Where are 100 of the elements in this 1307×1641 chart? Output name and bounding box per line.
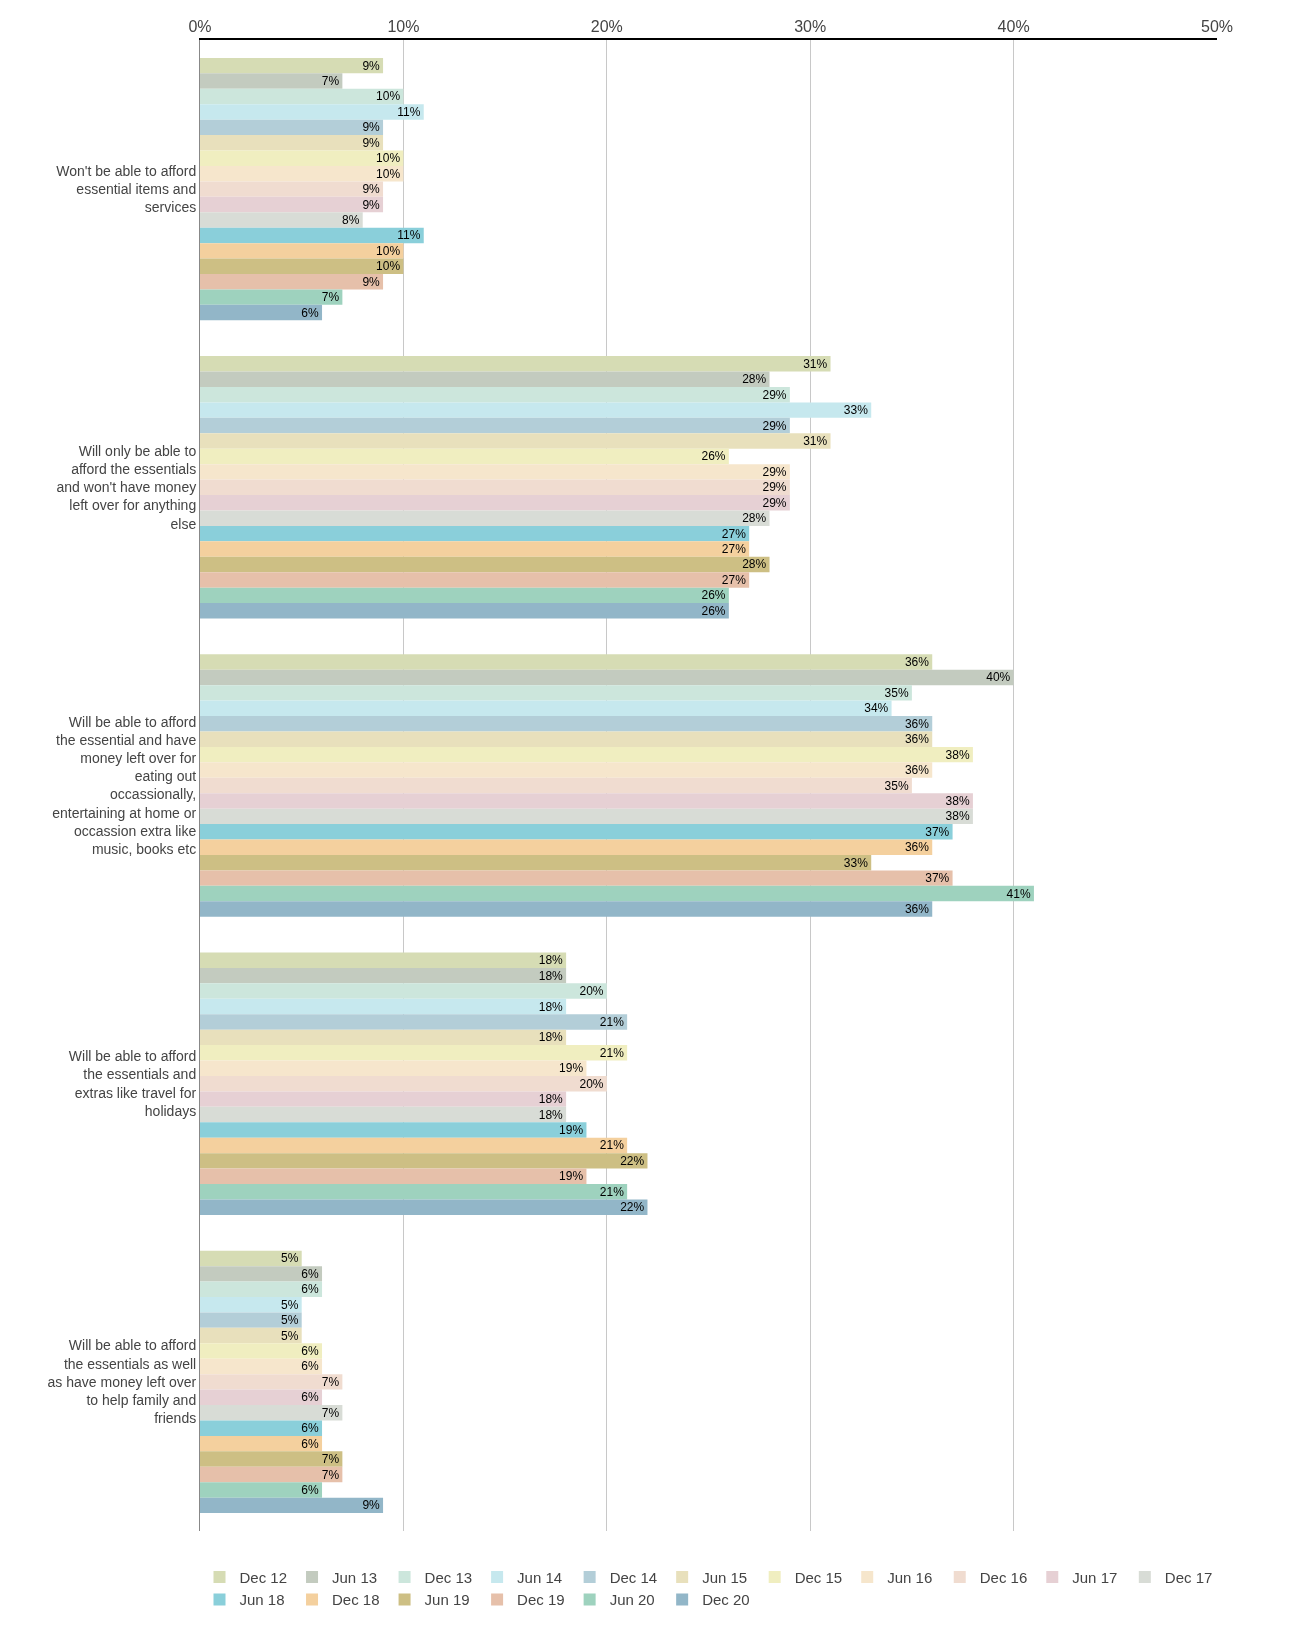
data-label: 6%	[301, 1359, 320, 1374]
data-label: 36%	[904, 763, 930, 778]
bar	[200, 1405, 343, 1421]
data-label: 21%	[599, 1184, 625, 1199]
data-label: 33%	[843, 855, 869, 870]
bar	[200, 402, 872, 418]
legend-label: Jun 19	[424, 1591, 470, 1609]
data-label: 36%	[904, 716, 930, 731]
bar	[200, 1482, 323, 1498]
data-label: 29%	[762, 480, 787, 495]
bar	[200, 1466, 343, 1483]
data-label: 19%	[559, 1061, 584, 1076]
data-label: 29%	[762, 464, 787, 479]
bar	[200, 1184, 628, 1200]
data-label: 10%	[376, 151, 401, 166]
data-label: 21%	[599, 1014, 625, 1029]
data-label: 38%	[945, 793, 970, 808]
legend-label: Jun 18	[239, 1591, 285, 1609]
legend-label: Dec 19	[517, 1591, 565, 1609]
bar	[200, 386, 790, 403]
data-label: 29%	[762, 495, 787, 510]
data-label: 7%	[321, 290, 340, 305]
x-tick-label: 10%	[387, 17, 420, 35]
bar	[200, 1420, 323, 1436]
data-label: 37%	[925, 824, 950, 839]
y-tick-label: Will be able to afford the essentials as well as have money left over to help family and friends	[47, 1337, 197, 1427]
bar	[200, 1281, 323, 1297]
legend-label: Jun 17	[1072, 1568, 1118, 1586]
data-label: 5%	[281, 1313, 299, 1328]
data-label: 35%	[884, 685, 909, 700]
bar	[200, 870, 953, 886]
data-label: 18%	[538, 968, 564, 983]
bar	[200, 243, 404, 259]
bar	[200, 685, 912, 701]
bar	[200, 1327, 302, 1344]
bar	[200, 289, 343, 305]
data-label: 19%	[559, 1169, 584, 1184]
data-label: 9%	[362, 274, 381, 289]
data-label: 5%	[281, 1251, 299, 1266]
bar	[200, 274, 384, 290]
data-label: 27%	[721, 526, 747, 541]
data-label: 10%	[376, 243, 401, 258]
data-label: 36%	[904, 732, 930, 747]
bar	[200, 824, 953, 840]
bar	[200, 1297, 302, 1313]
bar	[200, 654, 933, 670]
data-label: 6%	[301, 1482, 320, 1497]
data-label: 38%	[945, 809, 970, 824]
bar	[200, 1153, 648, 1169]
data-label: 21%	[599, 1138, 625, 1153]
data-label: 34%	[864, 701, 889, 716]
data-label: 10%	[376, 259, 401, 274]
bar	[200, 304, 323, 321]
data-label: 5%	[281, 1297, 299, 1312]
bar	[200, 104, 424, 120]
bar	[200, 1122, 587, 1138]
data-label: 40%	[986, 670, 1011, 685]
data-label: 29%	[762, 387, 787, 402]
data-label: 19%	[559, 1123, 584, 1138]
data-label: 8%	[342, 212, 360, 227]
data-label: 27%	[721, 572, 747, 587]
bar	[200, 731, 933, 747]
bar	[200, 1497, 384, 1514]
data-label: 37%	[925, 871, 950, 886]
data-label: 21%	[599, 1045, 625, 1060]
data-label: 18%	[538, 1030, 564, 1045]
bar	[200, 854, 872, 871]
data-label: 11%	[397, 228, 421, 243]
data-label: 7%	[321, 1374, 340, 1389]
bar	[200, 572, 750, 588]
bar	[200, 73, 343, 89]
bar	[200, 967, 567, 984]
bar	[200, 998, 567, 1015]
legend-label: Dec 14	[609, 1568, 658, 1586]
bar	[200, 212, 363, 228]
data-label: 36%	[904, 840, 930, 855]
bar	[200, 901, 933, 917]
data-label: 28%	[742, 511, 767, 526]
bar	[200, 433, 831, 449]
data-label: 18%	[538, 953, 564, 968]
data-label: 31%	[803, 433, 828, 448]
data-label: 20%	[579, 1076, 604, 1091]
bar	[200, 808, 973, 825]
bar	[200, 603, 729, 619]
bar	[200, 356, 831, 372]
bar	[200, 88, 404, 105]
data-label: 7%	[321, 74, 340, 89]
legend-label: Dec 18	[332, 1591, 380, 1609]
data-label: 9%	[362, 135, 381, 150]
bar	[200, 885, 1034, 902]
data-label: 9%	[362, 182, 381, 197]
data-label: 10%	[376, 166, 401, 181]
data-label: 33%	[843, 403, 869, 418]
bar	[200, 1312, 302, 1328]
data-label: 7%	[321, 1467, 340, 1482]
legend-label: Jun 13	[332, 1568, 378, 1586]
data-label: 38%	[945, 747, 970, 762]
data-label: 10%	[376, 89, 401, 104]
bar	[200, 1250, 302, 1267]
data-label: 9%	[362, 58, 381, 73]
